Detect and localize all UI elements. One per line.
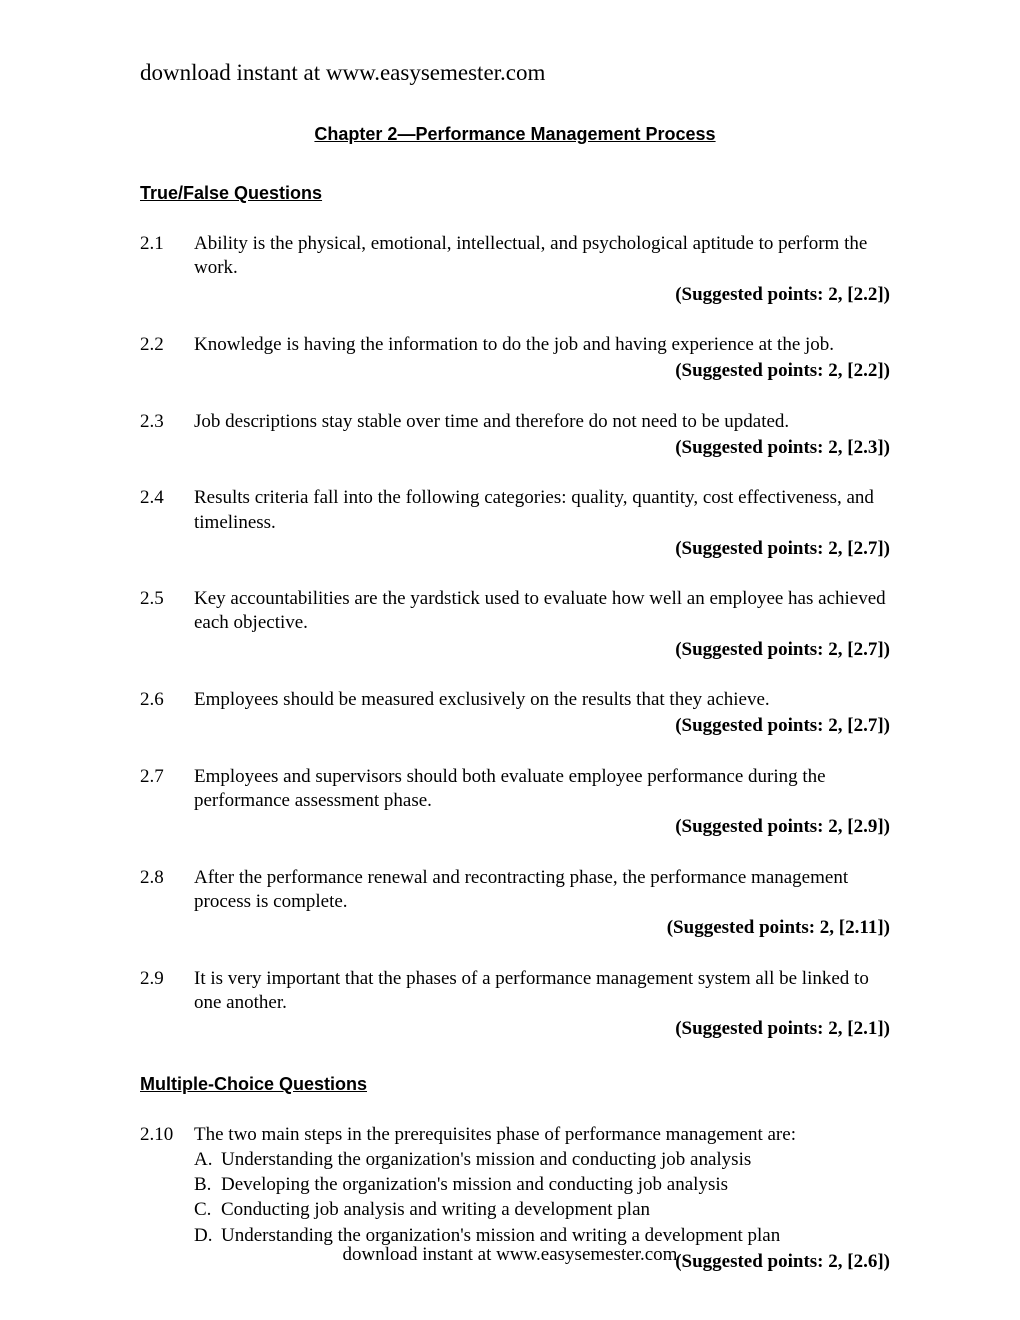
question-item: 2.3 Job descriptions stay stable over ti…	[140, 410, 890, 461]
question-item: 2.7 Employees and supervisors should bot…	[140, 765, 890, 840]
question-text: Employees should be measured exclusively…	[194, 688, 890, 712]
question-number: 2.3	[140, 410, 194, 461]
choice-letter: B.	[194, 1173, 221, 1197]
choice-letter: A.	[194, 1148, 221, 1172]
section-heading-tf: True/False Questions	[140, 183, 890, 204]
chapter-title: Chapter 2—Performance Management Process	[140, 124, 890, 145]
question-text: Employees and supervisors should both ev…	[194, 765, 890, 814]
suggested-points: (Suggested points: 2, [2.7])	[194, 537, 890, 561]
question-text: It is very important that the phases of …	[194, 967, 890, 1016]
choice-text: Developing the organization's mission an…	[221, 1173, 728, 1197]
suggested-points: (Suggested points: 2, [2.2])	[194, 359, 890, 383]
question-item: 2.2 Knowledge is having the information …	[140, 333, 890, 384]
document-page: download instant at www.easysemester.com…	[0, 0, 1020, 1320]
question-number: 2.1	[140, 232, 194, 307]
question-text: Results criteria fall into the following…	[194, 486, 890, 535]
choice-text: Conducting job analysis and writing a de…	[221, 1198, 650, 1222]
suggested-points: (Suggested points: 2, [2.2])	[194, 283, 890, 307]
suggested-points: (Suggested points: 2, [2.3])	[194, 436, 890, 460]
question-number: 2.5	[140, 587, 194, 662]
question-number: 2.9	[140, 967, 194, 1042]
question-text: Key accountabilities are the yardstick u…	[194, 587, 890, 636]
choice-letter: C.	[194, 1198, 221, 1222]
choice-text: Understanding the organization's mission…	[221, 1148, 751, 1172]
header-link: download instant at www.easysemester.com	[140, 60, 890, 86]
footer-link: download instant at www.easysemester.com	[0, 1244, 1020, 1266]
question-item: 2.4 Results criteria fall into the follo…	[140, 486, 890, 561]
question-item: 2.9 It is very important that the phases…	[140, 967, 890, 1042]
question-item: 2.8 After the performance renewal and re…	[140, 866, 890, 941]
question-number: 2.4	[140, 486, 194, 561]
suggested-points: (Suggested points: 2, [2.1])	[194, 1017, 890, 1041]
choice-item: A. Understanding the organization's miss…	[194, 1148, 890, 1172]
section-heading-mc: Multiple-Choice Questions	[140, 1074, 890, 1095]
question-item: 2.6 Employees should be measured exclusi…	[140, 688, 890, 739]
choice-item: C. Conducting job analysis and writing a…	[194, 1198, 890, 1222]
question-item: 2.1 Ability is the physical, emotional, …	[140, 232, 890, 307]
choice-item: B. Developing the organization's mission…	[194, 1173, 890, 1197]
question-number: 2.7	[140, 765, 194, 840]
question-text: Knowledge is having the information to d…	[194, 333, 890, 357]
question-text: The two main steps in the prerequisites …	[194, 1123, 890, 1147]
suggested-points: (Suggested points: 2, [2.7])	[194, 714, 890, 738]
question-text: Job descriptions stay stable over time a…	[194, 410, 890, 434]
question-text: Ability is the physical, emotional, inte…	[194, 232, 890, 281]
suggested-points: (Suggested points: 2, [2.9])	[194, 815, 890, 839]
question-number: 2.6	[140, 688, 194, 739]
suggested-points: (Suggested points: 2, [2.7])	[194, 638, 890, 662]
question-text: After the performance renewal and recont…	[194, 866, 890, 915]
question-number: 2.2	[140, 333, 194, 384]
question-number: 2.8	[140, 866, 194, 941]
question-item: 2.5 Key accountabilities are the yardsti…	[140, 587, 890, 662]
suggested-points: (Suggested points: 2, [2.11])	[194, 916, 890, 940]
